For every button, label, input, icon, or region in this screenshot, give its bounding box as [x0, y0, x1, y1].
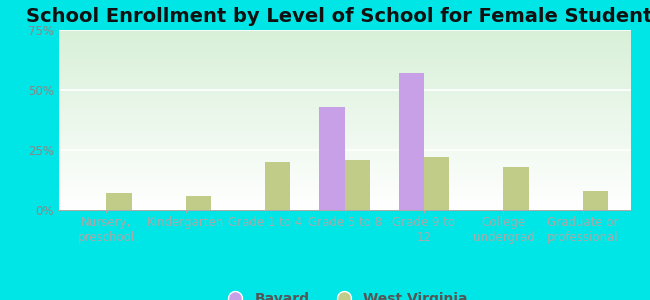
Bar [265, 162, 291, 210]
Bar [186, 196, 211, 210]
Bar [344, 160, 370, 210]
Bar [424, 157, 449, 210]
Legend: Bayard, West Virginia: Bayard, West Virginia [215, 286, 474, 300]
Bar [398, 73, 424, 210]
Bar [503, 167, 529, 210]
Title: School Enrollment by Level of School for Female Students: School Enrollment by Level of School for… [25, 7, 650, 26]
Bar [319, 107, 344, 210]
Bar [583, 191, 608, 210]
Bar [106, 193, 131, 210]
